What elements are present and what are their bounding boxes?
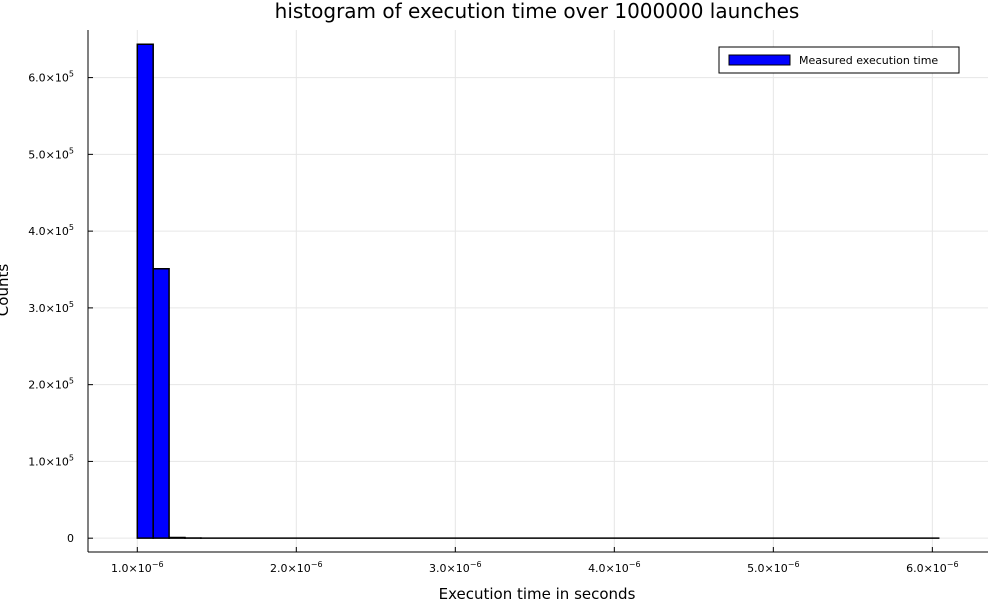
x-tick-exponent: −6: [629, 560, 641, 569]
histogram-bars: [136, 43, 940, 539]
y-tick-exponent: 5: [69, 300, 74, 309]
grid-lines: [88, 30, 988, 552]
x-tick-label: 4.0×10−6: [588, 560, 641, 575]
histogram-bar-outline: [152, 267, 170, 539]
x-tick-exponent: −6: [152, 560, 164, 569]
y-tick-label: 0: [67, 532, 74, 545]
legend: Measured execution time: [718, 46, 960, 74]
y-tick-exponent: 5: [69, 223, 74, 232]
x-tick-label: 5.0×10−6: [747, 560, 800, 575]
y-tick-exponent: 5: [69, 377, 74, 386]
y-tick-exponent: 5: [69, 453, 74, 462]
y-tick-label: 1.0×105: [28, 453, 74, 468]
x-axis-title: Execution time in seconds: [439, 585, 636, 600]
y-tick-labels: 0 1.0×105 2.0×105 3.0×105 4.0×105 5.0×105 6.0×…: [28, 70, 93, 545]
x-tick-label: 2.0×10−6: [270, 560, 323, 575]
x-tick-exponent: −6: [788, 560, 800, 569]
histogram-bar: [137, 44, 154, 539]
legend-label: Measured execution time: [799, 54, 938, 67]
x-tick-label: 1.0×10−6: [111, 560, 164, 575]
y-tick-label: 5.0×105: [28, 146, 74, 161]
y-axis-title: Counts: [0, 264, 12, 317]
x-tick-labels: 1.0×10−6 2.0×10−6 3.0×10−6 4.0×10−6 5.0×10−6…: [111, 547, 959, 575]
x-tick-label: 3.0×10−6: [429, 560, 482, 575]
y-tick-exponent: 5: [69, 70, 74, 79]
chart-title: histogram of execution time over 1000000…: [275, 0, 800, 23]
x-tick-exponent: −6: [470, 560, 482, 569]
histogram-bar: [153, 268, 170, 539]
y-tick-label: 4.0×105: [28, 223, 74, 238]
axes: [87, 30, 988, 553]
y-tick-label: 3.0×105: [28, 300, 74, 315]
x-tick-label: 6.0×10−6: [906, 560, 959, 575]
x-tick-exponent: −6: [947, 560, 959, 569]
y-tick-exponent: 5: [69, 146, 74, 155]
legend-swatch: [728, 54, 791, 66]
y-tick-label: 6.0×105: [28, 70, 74, 85]
y-tick-label: 2.0×105: [28, 377, 74, 392]
histogram-bar-outline: [136, 43, 154, 539]
histogram-bar-outline: [168, 536, 186, 539]
x-tick-exponent: −6: [311, 560, 323, 569]
